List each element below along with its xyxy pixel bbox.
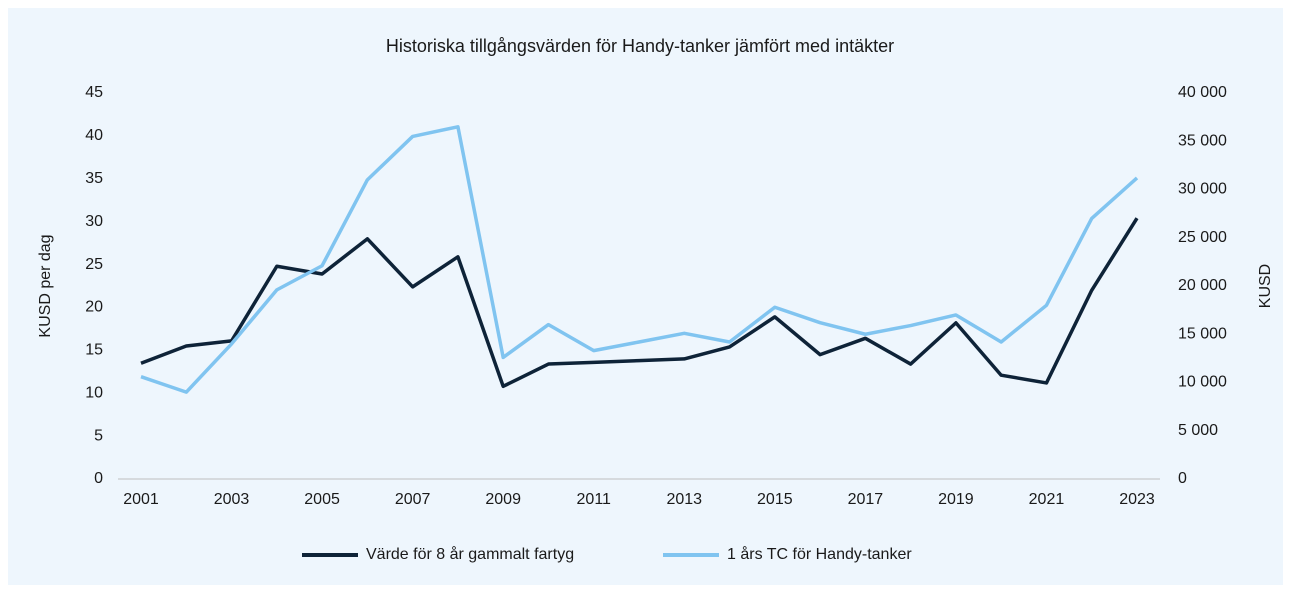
- y2-tick-label: 30 000: [1178, 181, 1227, 198]
- y2-tick-label: 5 000: [1178, 422, 1218, 439]
- x-tick-label: 2023: [1119, 491, 1155, 508]
- y2-tick-label: 25 000: [1178, 229, 1227, 246]
- y-tick-label: 35: [85, 170, 103, 187]
- y-tick-label: 0: [94, 470, 103, 487]
- y-tick-label: 15: [85, 342, 103, 359]
- series-line: [140, 217, 1139, 389]
- x-tick-label: 2001: [123, 491, 159, 508]
- x-tick-label: 2021: [1029, 491, 1065, 508]
- legend-label: 1 års TC för Handy-tanker: [727, 545, 912, 563]
- y2-axis-label: KUSD: [1257, 264, 1274, 308]
- y-tick-label: 25: [85, 256, 103, 273]
- x-tick-label: 2019: [938, 491, 974, 508]
- y-axis-label: KUSD per dag: [37, 234, 54, 337]
- legend-label: Värde för 8 år gammalt fartyg: [366, 545, 574, 563]
- x-tick-label: 2005: [304, 491, 340, 508]
- x-tick-label: 2003: [214, 491, 250, 508]
- y-tick-label: 40: [85, 127, 103, 144]
- x-tick-label: 2011: [577, 491, 612, 508]
- series-line: [140, 125, 1139, 394]
- y2-tick-label: 40 000: [1178, 84, 1227, 101]
- y2-tick-label: 20 000: [1178, 277, 1227, 294]
- y-tick-label: 45: [85, 84, 103, 101]
- x-tick-label: 2009: [485, 491, 521, 508]
- y-tick-label: 20: [85, 299, 103, 316]
- x-tick-label: 2013: [666, 491, 702, 508]
- y-tick-label: 5: [94, 427, 103, 444]
- y2-tick-label: 0: [1178, 470, 1187, 487]
- x-tick-label: 2015: [757, 491, 793, 508]
- x-tick-label: 2017: [848, 491, 884, 508]
- x-tick-label: 2007: [395, 491, 431, 508]
- y-tick-label: 30: [85, 213, 103, 230]
- y2-tick-label: 15 000: [1178, 325, 1227, 342]
- y2-tick-label: 10 000: [1178, 374, 1227, 391]
- y2-tick-label: 35 000: [1178, 132, 1227, 149]
- chart-background: [8, 8, 1283, 585]
- chart-title: Historiska tillgångsvärden för Handy-tan…: [386, 36, 894, 56]
- y-tick-label: 10: [85, 384, 103, 401]
